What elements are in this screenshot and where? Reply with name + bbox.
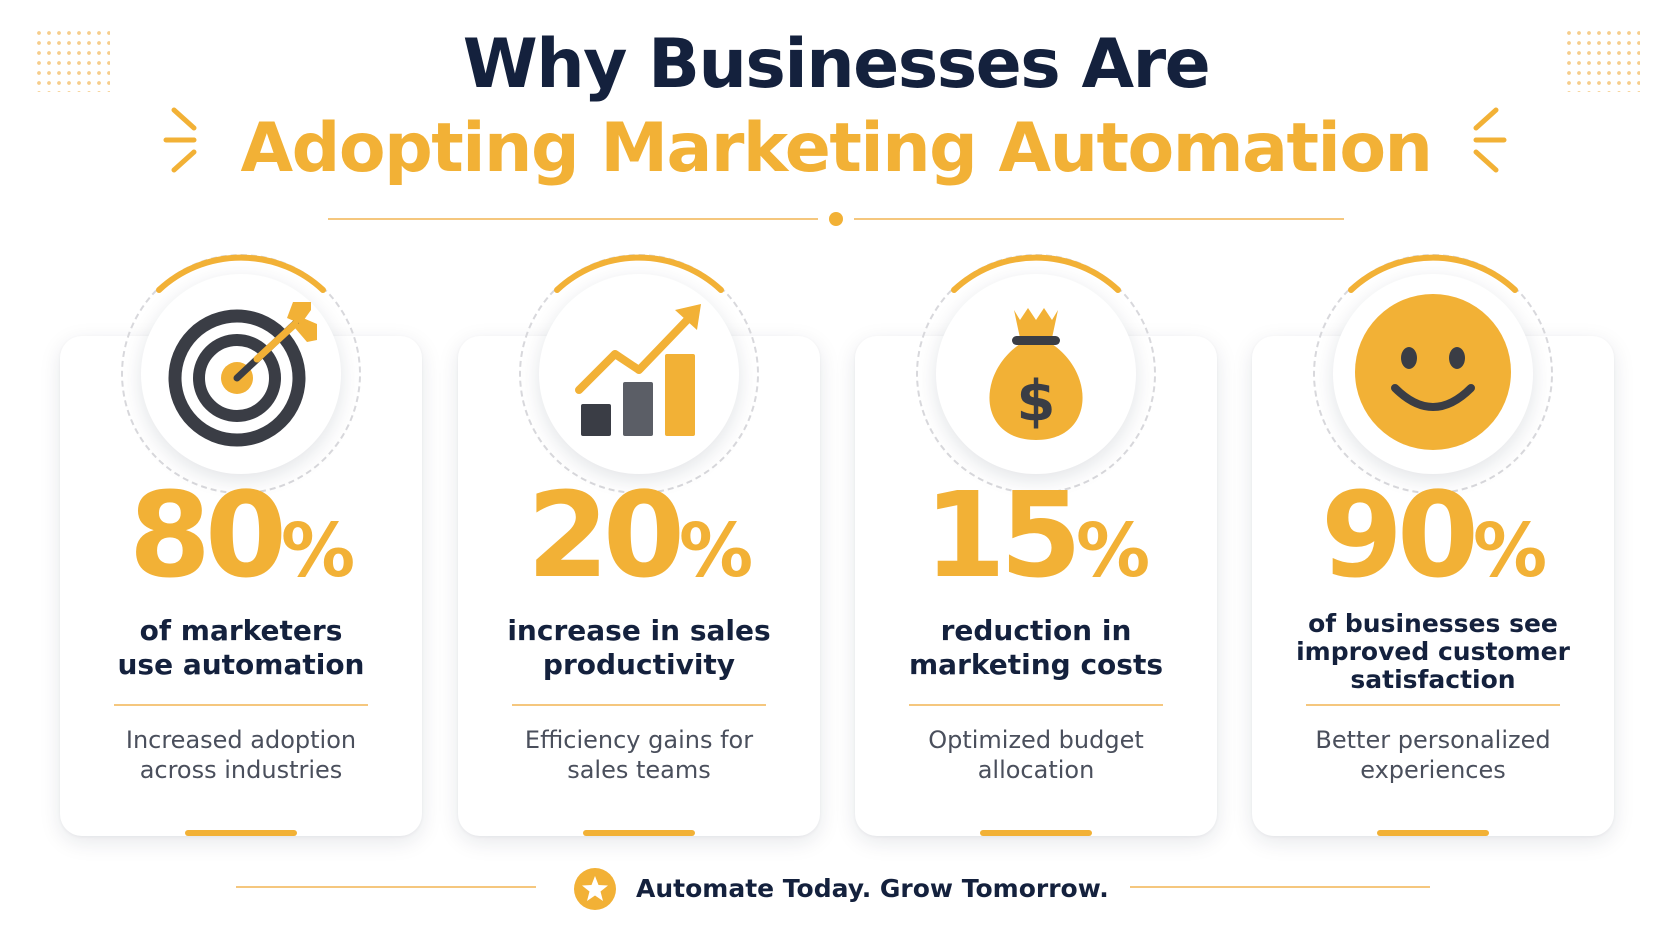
heading-line: of businesses see (1308, 609, 1558, 638)
card-accent-bar (1377, 830, 1489, 836)
stat-number: 90 (1320, 466, 1479, 604)
description-line: experiences (1360, 756, 1506, 784)
icon-badge-smiley (1313, 254, 1553, 494)
description-line: allocation (977, 756, 1095, 784)
stat-percent-sign: % (281, 508, 355, 594)
description-line: sales teams (567, 756, 711, 784)
stat-heading-marketers: of marketers use automation (60, 614, 422, 682)
stat-description-customer-satisfaction: Better personalized experiences (1252, 725, 1614, 785)
icon-badge-money-bag: $ (916, 254, 1156, 494)
description-line: Efficiency gains for (524, 726, 754, 754)
stat-description-marketers: Increased adoption across industries (60, 725, 422, 785)
heading-line: of marketers (139, 614, 343, 647)
heading-line: marketing costs (909, 648, 1163, 681)
card-divider (512, 704, 766, 706)
description-line: across industries (139, 756, 343, 784)
heading-line: increase in sales (507, 614, 771, 647)
card-divider (909, 704, 1163, 706)
target-icon (168, 302, 317, 447)
description-line: Better personalized (1315, 726, 1551, 754)
smiley-face-icon (1355, 294, 1511, 450)
stat-value-customer-satisfaction: 90% (1252, 470, 1614, 636)
stat-description-marketing-costs: Optimized budget allocation (855, 725, 1217, 785)
page-title-line-1: Why Businesses Are (462, 25, 1211, 104)
heading-line: reduction in (940, 614, 1132, 647)
decorative-dots-left (34, 28, 110, 92)
svg-text:$: $ (1017, 369, 1056, 434)
heading-line: improved customer (1296, 637, 1570, 666)
card-accent-bar (980, 830, 1092, 836)
stat-heading-sales-productivity: increase in sales productivity (458, 614, 820, 682)
stat-number: 80 (128, 466, 287, 604)
star-badge (574, 868, 616, 910)
stat-number: 15 (923, 466, 1082, 604)
card-accent-bar (583, 830, 695, 836)
stat-value-marketers: 80% (60, 470, 422, 636)
stat-value-sales-productivity: 20% (458, 470, 820, 636)
stat-percent-sign: % (1076, 508, 1150, 594)
icon-badge-growth (519, 254, 759, 494)
footer-line-left (236, 886, 536, 888)
page-title-line-2: Adopting Marketing Automation (240, 109, 1433, 188)
footer-tagline: Automate Today. Grow Tomorrow. (636, 874, 1109, 903)
stat-number: 20 (526, 466, 685, 604)
card-divider (1306, 704, 1560, 706)
stat-description-sales-productivity: Efficiency gains for sales teams (458, 725, 820, 785)
footer-line-right (1130, 886, 1430, 888)
stat-percent-sign: % (679, 508, 753, 594)
growth-chart-icon (575, 304, 701, 436)
card-accent-bar (185, 830, 297, 836)
money-bag-icon: $ (989, 308, 1083, 440)
description-line: Increased adoption (125, 726, 357, 754)
heading-line: satisfaction (1350, 665, 1516, 694)
description-line: Optimized budget (928, 726, 1144, 754)
card-divider (114, 704, 368, 706)
burst-lines-right-icon (1473, 107, 1507, 173)
decorative-dots-right (1564, 28, 1640, 92)
icon-badge-target (121, 254, 361, 494)
title-divider (328, 212, 1344, 226)
burst-lines-left-icon (163, 107, 197, 173)
stat-heading-marketing-costs: reduction in marketing costs (855, 614, 1217, 682)
stat-percent-sign: % (1473, 508, 1547, 594)
stat-heading-customer-satisfaction: of businesses see improved customer sati… (1252, 610, 1614, 694)
star-icon (582, 876, 608, 901)
heading-line: productivity (542, 648, 736, 681)
stat-value-marketing-costs: 15% (855, 470, 1217, 636)
heading-line: use automation (117, 648, 365, 681)
